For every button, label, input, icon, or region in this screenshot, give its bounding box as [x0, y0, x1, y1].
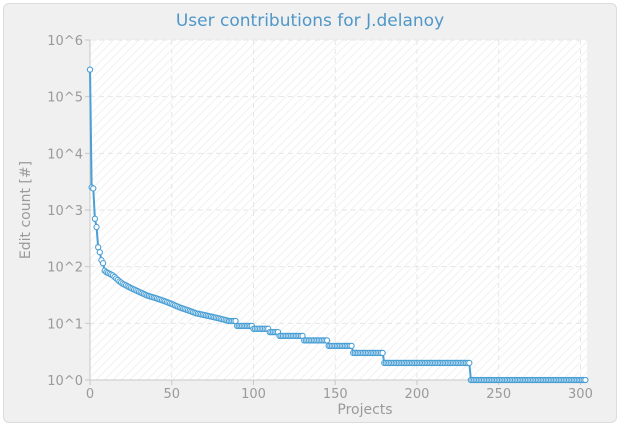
data-point: [466, 359, 473, 367]
x-tick-label: 50: [163, 387, 180, 402]
data-point: [582, 376, 589, 384]
data-point: [91, 215, 99, 222]
x-tick-label: 150: [323, 387, 348, 402]
x-tick-label: 300: [568, 387, 593, 402]
y-tick-label: 10^2: [47, 261, 83, 276]
y-tick-label: 10^1: [47, 317, 83, 332]
y-tick-label: 10^6: [47, 34, 83, 49]
data-point: [348, 342, 355, 350]
data-point: [93, 223, 100, 231]
chart-title: User contributions for J.delanoy: [175, 11, 445, 31]
y-tick-label: 10^3: [47, 204, 83, 219]
x-axis-title: Projects: [337, 402, 392, 418]
data-point: [90, 185, 97, 192]
x-tick-label: 250: [486, 387, 511, 402]
data-point: [99, 260, 107, 267]
y-tick-label: 10^5: [47, 91, 83, 106]
x-tick-label: 200: [405, 387, 430, 402]
data-point: [379, 349, 386, 357]
y-tick-label: 10^0: [47, 374, 83, 389]
x-tick-label: 0: [86, 387, 94, 402]
y-tick-label: 10^4: [47, 147, 83, 162]
data-point: [86, 66, 94, 73]
y-axis-title: Edit count [#]: [18, 161, 34, 259]
data-point: [323, 337, 331, 344]
data-point: [96, 249, 103, 256]
x-tick-label: 100: [241, 387, 266, 402]
